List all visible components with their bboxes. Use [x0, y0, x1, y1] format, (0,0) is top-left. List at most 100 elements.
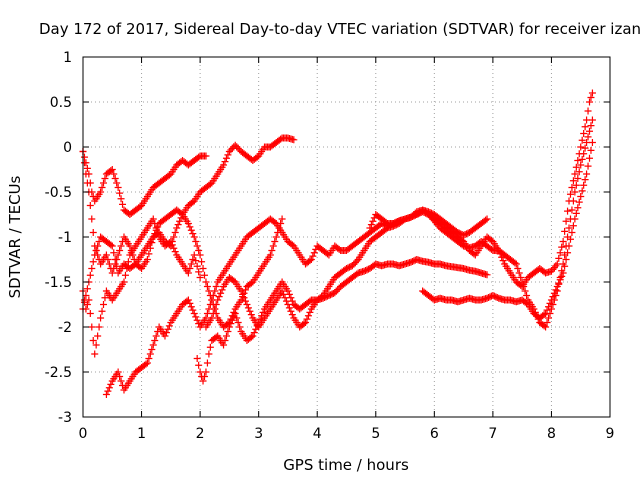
data-point — [170, 233, 178, 241]
data-point — [309, 252, 317, 260]
data-point — [586, 98, 594, 106]
data-point — [483, 215, 491, 223]
data-point — [583, 170, 591, 178]
data-point — [271, 238, 279, 245]
data-point — [549, 293, 557, 301]
data-point — [202, 314, 210, 322]
data-point — [306, 257, 314, 265]
data-point — [558, 243, 566, 251]
data-point — [581, 123, 589, 131]
y-tick-label: -2 — [58, 320, 72, 336]
data-point — [236, 323, 244, 331]
data-point — [578, 136, 586, 144]
y-tick-label: 0.5 — [50, 95, 72, 111]
data-point — [546, 299, 554, 307]
data-point — [217, 289, 225, 297]
data-point — [583, 116, 591, 124]
x-tick-label: 9 — [606, 426, 615, 442]
y-tick-label: 1 — [63, 50, 72, 66]
data-point — [151, 337, 159, 344]
data-point — [190, 251, 198, 259]
data-point — [512, 260, 520, 268]
data-point — [211, 287, 219, 295]
data-point — [523, 292, 531, 299]
data-point — [193, 262, 201, 270]
data-point — [511, 259, 519, 267]
data-point — [154, 223, 162, 231]
data-point — [104, 256, 112, 263]
data-point — [559, 269, 567, 277]
series-9 — [419, 139, 596, 322]
data-point — [580, 150, 588, 158]
data-point — [189, 306, 197, 314]
data-point — [303, 315, 311, 323]
data-point — [91, 251, 99, 259]
data-point — [369, 217, 377, 225]
data-point — [190, 233, 198, 241]
data-point — [205, 350, 213, 358]
data-point — [192, 313, 200, 321]
data-point — [545, 314, 553, 322]
data-point — [211, 305, 219, 313]
data-point — [83, 285, 91, 293]
data-point — [212, 301, 220, 308]
data-point — [572, 181, 580, 189]
data-point — [543, 306, 551, 314]
data-point — [222, 332, 230, 340]
data-marks — [79, 89, 596, 398]
data-point — [221, 158, 229, 166]
data-point — [499, 257, 507, 265]
data-point — [196, 251, 204, 259]
data-point — [543, 319, 551, 326]
data-point — [174, 221, 182, 229]
data-point — [145, 250, 153, 258]
data-point — [184, 220, 192, 227]
data-point — [165, 322, 173, 330]
data-point — [564, 249, 572, 257]
data-point — [110, 249, 118, 257]
data-point — [577, 161, 585, 169]
data-point — [202, 368, 210, 376]
data-point — [121, 271, 129, 279]
data-point — [164, 325, 172, 333]
data-point — [302, 319, 310, 326]
data-point — [193, 316, 201, 324]
data-point — [108, 166, 116, 173]
data-point — [186, 223, 194, 231]
data-point — [99, 179, 107, 187]
data-point — [149, 215, 157, 223]
data-point — [108, 269, 116, 277]
data-point — [113, 179, 121, 187]
data-point — [80, 298, 88, 306]
data-point — [586, 154, 594, 162]
x-tick-label: 5 — [371, 426, 380, 442]
data-point — [584, 133, 592, 141]
data-point — [104, 387, 112, 395]
data-point — [189, 230, 197, 238]
data-point — [587, 122, 595, 130]
data-point — [193, 355, 201, 362]
data-point — [203, 359, 211, 367]
data-point — [586, 127, 594, 135]
data-point — [577, 143, 585, 151]
data-point — [208, 314, 216, 322]
data-point — [119, 200, 127, 208]
data-point — [268, 247, 276, 254]
data-point — [161, 332, 169, 340]
data-point — [187, 226, 195, 234]
data-point — [285, 290, 293, 298]
data-point — [193, 242, 201, 250]
data-point — [241, 286, 249, 294]
data-point — [206, 343, 214, 351]
data-point — [578, 155, 586, 163]
data-point — [562, 217, 570, 225]
data-point — [581, 144, 589, 152]
data-point — [113, 262, 121, 270]
data-point — [225, 323, 233, 331]
data-point — [269, 242, 277, 250]
data-point — [515, 269, 523, 277]
data-point — [547, 296, 555, 304]
data-point — [572, 163, 580, 171]
data-point — [583, 139, 591, 146]
